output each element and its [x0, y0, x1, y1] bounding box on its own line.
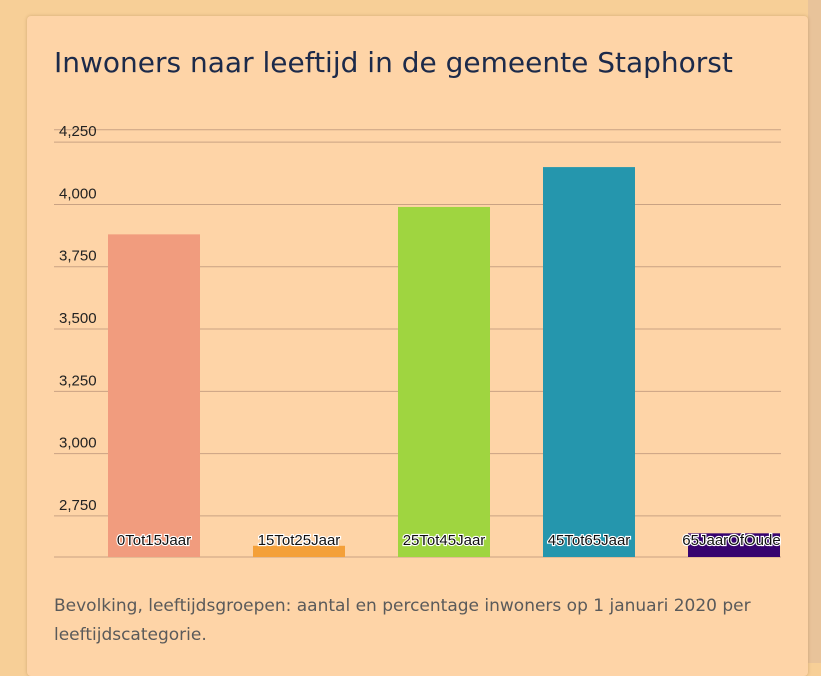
x-axis-categories: 0Tot15Jaar 15Tot25Jaar 25Tot45Jaar 45Tot65J…: [116, 531, 781, 550]
y-tick-label: 2,750: [59, 497, 97, 514]
category-label: 25Tot45Jaar: [403, 532, 486, 549]
category-label: 65JaarOfOuder: [682, 532, 781, 549]
category-label: 15Tot25Jaar: [258, 532, 341, 549]
chart-title: Inwoners naar leeftijd in de gemeente St…: [54, 46, 733, 79]
y-tick-label: 4,250: [59, 123, 97, 140]
bars: [108, 167, 780, 558]
chart-card: Inwoners naar leeftijd in de gemeente St…: [27, 16, 808, 676]
chart-caption: Bevolking, leeftijdsgroepen: aantal en p…: [54, 596, 751, 645]
category-label: 0Tot15Jaar: [117, 532, 191, 549]
bar: [543, 167, 635, 557]
y-tick-label: 3,500: [59, 310, 97, 327]
category-label: 45Tot65Jaar: [548, 532, 631, 549]
bar: [688, 533, 780, 557]
bar-chart: 2,750 3,000 3,250 3,500 3,750 4,000 4,250 0Tot…: [54, 123, 781, 558]
window-edge: [808, 0, 821, 663]
bar: [398, 206, 490, 557]
y-tick-label: 3,250: [59, 372, 97, 389]
y-tick-label: 4,000: [59, 185, 97, 202]
bar: [253, 545, 345, 557]
y-axis-ticks: 2,750 3,000 3,250 3,500 3,750 4,000 4,250: [59, 123, 97, 514]
y-tick-label: 3,000: [59, 435, 97, 452]
y-tick-label: 3,750: [59, 248, 97, 265]
bar: [108, 234, 200, 558]
